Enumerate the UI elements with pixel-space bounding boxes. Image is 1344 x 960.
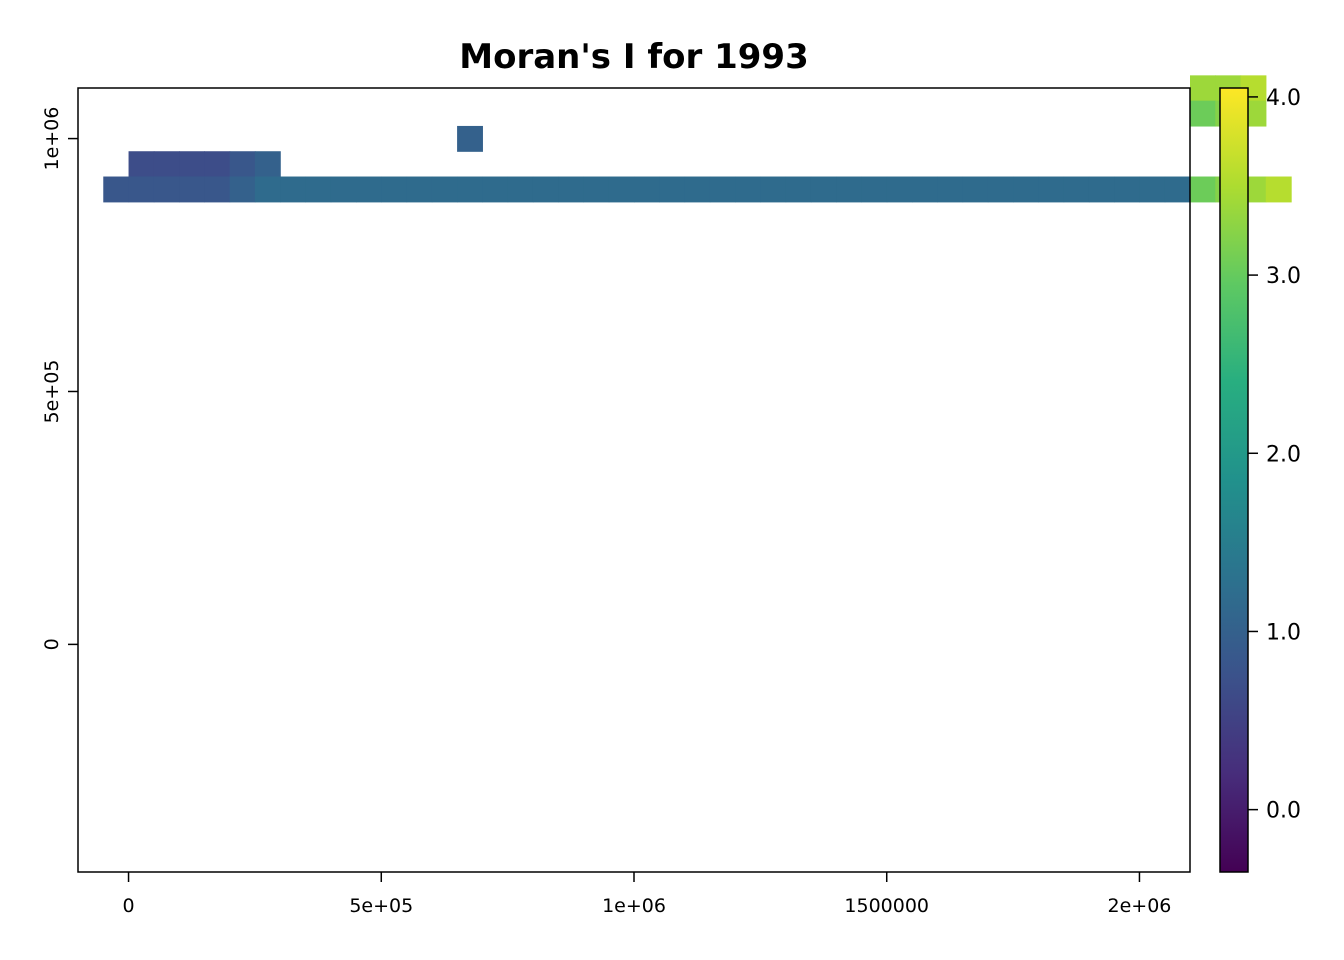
heatmap-cell [1265,176,1292,203]
heatmap-cell [735,176,761,203]
heatmap-cell [356,176,382,203]
plot-frame [77,87,1191,873]
heatmap-cell [254,176,281,203]
heatmap-cell [1164,176,1191,203]
heatmap-cell [406,176,433,203]
heatmap-cell [709,176,736,203]
y-tick-label: 5e+05 [41,360,63,424]
colorbar-tick-label: 2.0 [1266,442,1301,467]
heatmap-cell [204,176,231,203]
heatmap-cell [1114,176,1141,203]
heatmap-cell [836,176,863,203]
colorbar-gradient [1219,87,1249,873]
x-axis: 0 5e+05 1e+06 1500000 2e+06 [122,872,1171,917]
heatmap-cell [254,151,281,178]
x-tick-label: 0 [122,895,134,917]
colorbar-tick-label: 1.0 [1266,620,1301,645]
heatmap-cell [810,176,837,203]
heatmap-cell [128,151,155,178]
heatmap-cell [229,151,256,178]
heatmap-cell [457,176,483,203]
heatmap-cell [1038,176,1065,203]
heatmap-cell [1190,100,1216,127]
heatmap-cell [608,176,635,203]
heatmap-cell [1013,176,1039,203]
heatmap-cell [280,176,307,203]
colorbar: 0.0 1.0 2.0 3.0 4.0 [1219,86,1301,873]
heatmap-cell [305,176,332,203]
heatmap-cell [583,176,610,203]
colorbar-tick-label: 4.0 [1266,86,1301,111]
heatmap-cells [103,75,1292,203]
heatmap-cell [179,151,205,178]
heatmap-cell [659,176,686,203]
heatmap-cell [1088,176,1115,203]
x-tick-label: 2e+06 [1108,895,1172,917]
heatmap-cell [861,176,888,203]
heatmap-cell [1063,176,1090,203]
heatmap-cell [330,176,357,203]
heatmap-cell [179,176,205,203]
heatmap-cell [962,176,989,203]
heatmap-cell [1190,176,1216,203]
heatmap-cell [1190,75,1216,102]
heatmap-cell [128,176,155,203]
heatmap-cell [1139,176,1166,203]
heatmap-cell [760,176,787,203]
heatmap-cell [532,176,559,203]
x-tick-label: 1e+06 [602,895,666,917]
chart-title: Moran's I for 1993 [459,37,808,77]
heatmap-cell [381,176,408,203]
heatmap-cell [886,176,913,203]
y-tick-label: 1e+06 [41,107,63,171]
colorbar-tick-label: 3.0 [1266,264,1301,289]
heatmap-cell [153,151,180,178]
heatmap-cell [204,151,231,178]
heatmap-cell [457,125,483,152]
heatmap-cell [153,176,180,203]
heatmap-cell [987,176,1014,203]
heatmap-cell [431,176,458,203]
y-axis: 0 5e+05 1e+06 [41,107,78,650]
heatmap-cell [937,176,964,203]
heatmap-cell [912,176,938,203]
heatmap-cell [229,176,256,203]
heatmap-cell [558,176,585,203]
heatmap-cell [507,176,534,203]
heatmap-cell [482,176,509,203]
heatmap-cell [684,176,711,203]
heatmap-cell [785,176,812,203]
heatmap-cell [634,176,660,203]
colorbar-tick-label: 0.0 [1266,799,1301,824]
x-tick-label: 5e+05 [349,895,413,917]
y-tick-label: 0 [41,638,63,650]
x-tick-label: 1500000 [844,895,929,917]
heatmap-cell [103,176,130,203]
